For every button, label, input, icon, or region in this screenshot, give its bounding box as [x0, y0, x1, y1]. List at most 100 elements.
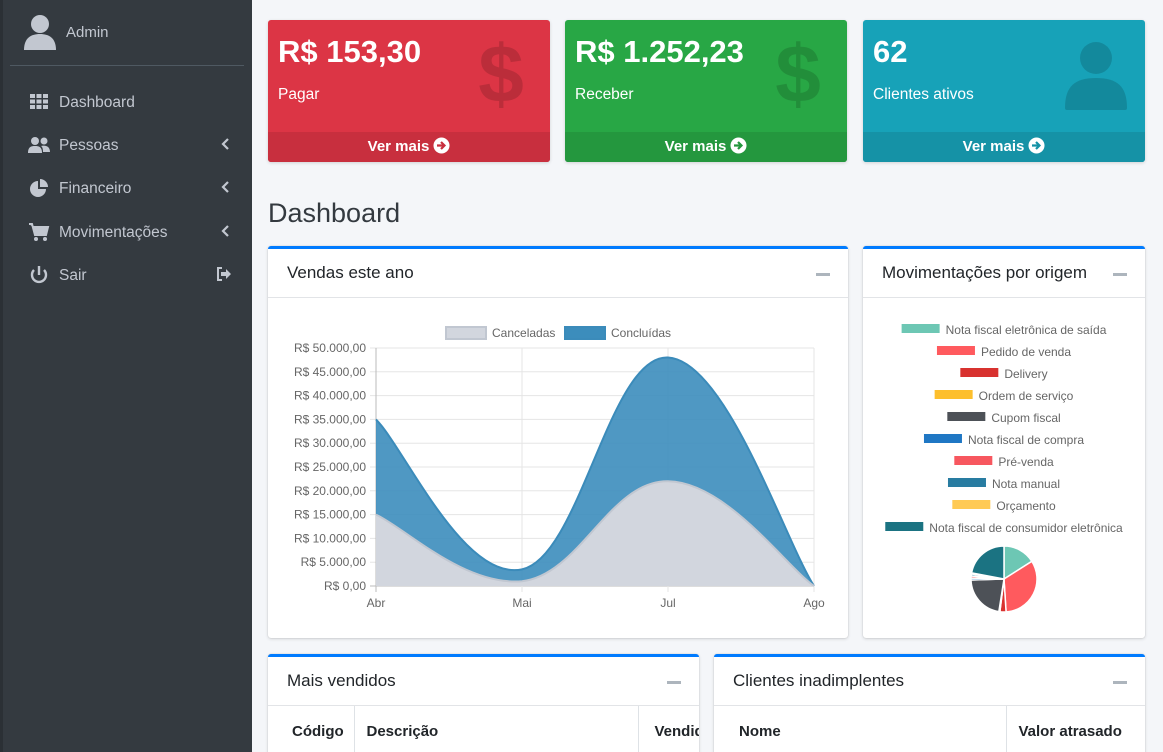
legend-swatch — [934, 390, 973, 399]
legend-label: Ordem de serviço — [979, 389, 1074, 403]
y-tick-label: R$ 20.000,00 — [294, 484, 366, 498]
origin-card: Movimentações por origem Nota fiscal ele… — [863, 246, 1145, 638]
sidebar-item-label: Sair — [59, 267, 87, 284]
y-tick-label: R$ 5.000,00 — [301, 555, 367, 569]
legend-label: Nota fiscal eletrônica de saída — [946, 323, 1107, 337]
pie-slice — [970, 545, 1005, 580]
origin-pie-chart: Nota fiscal eletrônica de saída Pedido de… — [885, 323, 1123, 613]
active-clients-more-link[interactable]: Ver mais — [863, 132, 1145, 162]
legend-label: Canceladas — [492, 326, 555, 340]
legend-label: Orçamento — [996, 499, 1056, 513]
collapse-button[interactable] — [816, 273, 830, 276]
legend-swatch — [954, 456, 993, 465]
sidebar-edge — [0, 0, 3, 752]
y-tick-label: R$ 30.000,00 — [294, 436, 366, 450]
grid-icon — [30, 94, 48, 109]
svg-text:$: $ — [775, 36, 821, 112]
arrow-circle-right-icon — [1028, 137, 1045, 154]
collapse-button[interactable] — [1113, 681, 1127, 684]
sidebar-item-sair[interactable]: Sair — [10, 255, 244, 295]
sidebar-item-label: Movimentações — [59, 224, 168, 241]
legend-swatch — [923, 434, 962, 443]
legend-swatch — [445, 326, 487, 340]
column-header-code[interactable]: Código — [268, 706, 355, 752]
y-tick-label: R$ 50.000,00 — [294, 341, 366, 355]
pie-slice — [970, 578, 1005, 613]
sidebar: Admin Dashboard Pessoas Financeiro M — [0, 0, 252, 752]
user-name[interactable]: Admin — [66, 24, 109, 41]
users-icon — [28, 137, 50, 153]
y-tick-label: R$ 35.000,00 — [294, 412, 366, 426]
legend-label: Nota fiscal de compra — [968, 433, 1084, 447]
sales-card: Vendas este ano Canceladas Concluídas R$ 0… — [268, 246, 848, 638]
receivables-label: Receber — [575, 86, 634, 103]
pie-slice — [1003, 560, 1038, 613]
card-header: Mais vendidos — [268, 657, 699, 706]
area-canceladas — [376, 481, 814, 586]
legend-swatch — [947, 412, 986, 421]
user-icon — [1065, 42, 1127, 110]
page-title: Dashboard — [268, 198, 401, 228]
legend-swatch — [952, 500, 991, 509]
receivables-value: R$ 1.252,23 — [575, 34, 744, 69]
column-header-name[interactable]: Nome — [714, 706, 1007, 752]
legend-label: Concluídas — [611, 326, 671, 340]
x-tick-label: Abr — [367, 596, 386, 610]
pie-chart-icon — [30, 179, 48, 197]
legend-label: Nota fiscal de consumidor eletrônica — [929, 521, 1123, 535]
user-panel[interactable]: Admin — [10, 0, 244, 66]
sidebar-item-movimentacoes[interactable]: Movimentações — [10, 212, 244, 252]
x-tick-label: Ago — [803, 596, 825, 610]
payables-box: R$ 153,30 Pagar $ Ver mais — [268, 20, 550, 162]
payables-more-link[interactable]: Ver mais — [268, 132, 550, 162]
collapse-button[interactable] — [1113, 273, 1127, 276]
user-avatar-icon — [24, 15, 56, 50]
x-tick-label: Mai — [512, 596, 531, 610]
collapse-button[interactable] — [667, 681, 681, 684]
card-header: Clientes inadimplentes — [714, 657, 1145, 706]
arrow-circle-right-icon — [433, 137, 450, 154]
active-clients-box: 62 Clientes ativos Ver mais — [863, 20, 1145, 162]
defaulters-title: Clientes inadimplentes — [733, 671, 905, 690]
arrow-circle-right-icon — [730, 137, 747, 154]
column-header-sold[interactable]: Vendid — [654, 722, 700, 740]
best-sellers-title: Mais vendidos — [287, 671, 396, 690]
legend-label: Cupom fiscal — [991, 411, 1060, 425]
receivables-box: R$ 1.252,23 Receber $ Ver mais — [565, 20, 847, 162]
sidebar-item-label: Pessoas — [59, 137, 119, 154]
sales-area-chart: Canceladas Concluídas R$ 0,00 R$ 5.000,00 R$… — [294, 326, 825, 610]
sidebar-item-label: Dashboard — [59, 94, 135, 111]
legend-swatch — [947, 478, 986, 487]
legend-swatch — [564, 326, 606, 340]
card-header: Vendas este ano — [268, 249, 848, 298]
column-header-description[interactable]: Descrição — [354, 706, 639, 752]
origin-card-title: Movimentações por origem — [882, 263, 1088, 282]
payables-label: Pagar — [278, 86, 320, 103]
receivables-more-link[interactable]: Ver mais — [565, 132, 847, 162]
y-tick-label: R$ 25.000,00 — [294, 460, 366, 474]
power-icon — [30, 266, 48, 284]
sales-card-title: Vendas este ano — [287, 263, 414, 282]
sidebar-item-pessoas[interactable]: Pessoas — [10, 125, 244, 165]
dollar-icon: $ — [478, 36, 524, 112]
legend-label: Nota manual — [992, 477, 1060, 491]
defaulters-table: Nome Valor atrasado — [714, 706, 1145, 752]
line-concluídas — [375, 356, 815, 587]
legend-swatch — [960, 368, 999, 377]
chevron-left-icon — [221, 138, 229, 150]
y-tick-label: R$ 15.000,00 — [294, 508, 366, 522]
payables-value: R$ 153,30 — [278, 34, 422, 69]
legend-label: Pré-venda — [998, 455, 1054, 469]
card-header: Movimentações por origem — [863, 249, 1145, 298]
more-link-label: Ver mais — [367, 138, 430, 155]
x-tick-label: Jul — [660, 596, 675, 610]
sidebar-item-label: Financeiro — [59, 180, 132, 197]
sign-out-icon — [217, 267, 231, 281]
legend-label: Pedido de venda — [981, 345, 1071, 359]
legend-swatch — [936, 346, 975, 355]
dollar-icon: $ — [775, 36, 821, 112]
sidebar-item-financeiro[interactable]: Financeiro — [10, 168, 244, 208]
column-header-overdue[interactable]: Valor atrasado — [1018, 722, 1122, 740]
table-header-row: Código Descrição Vendid — [268, 706, 699, 752]
sidebar-item-dashboard[interactable]: Dashboard — [10, 82, 244, 122]
